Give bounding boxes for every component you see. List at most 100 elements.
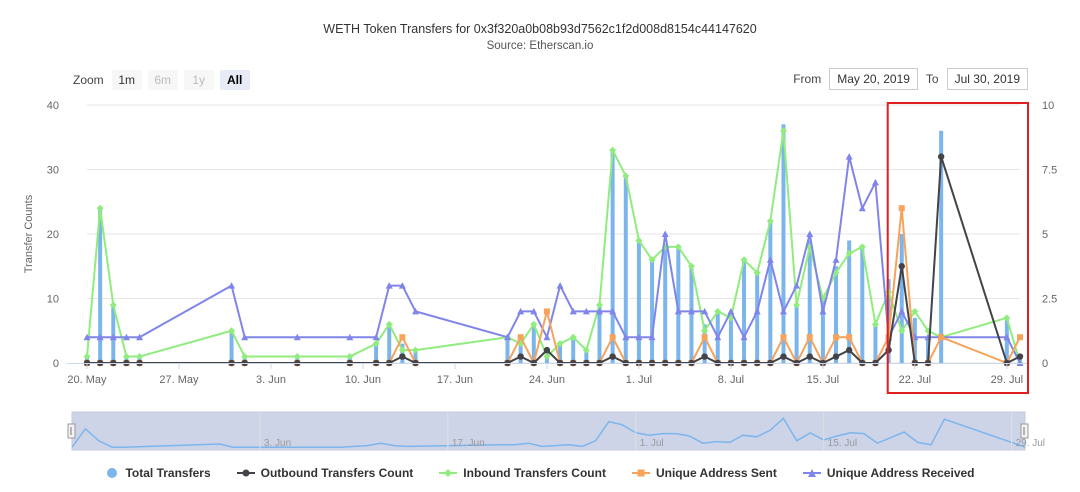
chart-subtitle: Source: Etherscan.io: [486, 40, 594, 52]
point-unique-received: [504, 333, 512, 341]
point-unique-sent: [938, 334, 945, 341]
point-unique-sent: [833, 334, 840, 341]
bar-total-transfers: [98, 208, 103, 363]
legend-label: Outbound Transfers Count: [260, 466, 414, 480]
y2-tick-label: 5: [1042, 229, 1048, 241]
bar-total-transfers: [860, 246, 865, 363]
point-unique-sent: [399, 334, 406, 341]
from-label: From: [793, 72, 822, 86]
point-unique-received: [109, 333, 117, 341]
x-tick-label: 27. May: [159, 374, 199, 386]
point-inbound: [595, 301, 603, 309]
bar-total-transfers: [702, 324, 707, 363]
x-tick-label: 20. May: [67, 374, 107, 386]
navigator-right-handle[interactable]: [1020, 423, 1029, 439]
zoom-1m-button[interactable]: 1m: [111, 70, 142, 90]
point-unique-received: [293, 333, 301, 341]
legend-label: Inbound Transfers Count: [463, 466, 606, 480]
bar-total-transfers: [873, 324, 878, 363]
navigator-tick-label: 3. Jun: [264, 438, 291, 449]
y2-tick-label: 10: [1042, 100, 1054, 112]
to-date-input[interactable]: Jul 30, 2019: [946, 68, 1028, 90]
navigator-tick-label: 15. Jul: [828, 438, 857, 449]
legend-label: Unique Address Received: [826, 466, 975, 480]
point-unique-received: [819, 307, 827, 315]
point-unique-received: [871, 178, 879, 186]
point-inbound: [556, 340, 564, 348]
point-unique-received: [595, 307, 603, 315]
point-unique-received: [372, 333, 380, 341]
bar-total-transfers: [794, 304, 799, 363]
bar-total-transfers: [847, 240, 852, 363]
legend-outbound[interactable]: Outbound Transfers Count: [236, 466, 414, 480]
point-inbound: [779, 127, 787, 135]
bar-total-transfers: [413, 350, 418, 363]
point-unique-sent: [609, 334, 616, 341]
point-outbound: [832, 353, 840, 360]
point-unique-received: [122, 333, 130, 341]
navigator-tick-label: 1. Jul: [640, 438, 664, 449]
point-inbound: [530, 320, 538, 328]
point-inbound: [385, 320, 393, 328]
point-inbound: [398, 346, 406, 354]
point-outbound: [898, 263, 905, 270]
legend-unique-received[interactable]: Unique Address Received: [802, 466, 975, 480]
point-unique-received: [517, 307, 525, 315]
point-inbound: [622, 172, 630, 180]
point-outbound: [806, 353, 813, 360]
bar-total-transfers: [728, 317, 733, 363]
y-axis-right: 0 2.5 5 7.5 10: [1042, 100, 1057, 370]
line-marker-icon: [802, 469, 821, 477]
zoom-all-button[interactable]: All: [219, 70, 250, 90]
point-unique-received: [845, 153, 853, 160]
navigator-left-handle[interactable]: [67, 423, 76, 439]
legend-label: Unique Address Sent: [655, 466, 777, 480]
point-unique-received: [740, 333, 748, 341]
x-tick-label: 22. Jul: [899, 374, 931, 386]
navigator-tick-label: 17. Jun: [452, 438, 485, 449]
point-unique-received: [635, 333, 643, 341]
bar-total-transfers: [768, 221, 773, 363]
zoom-1y-button[interactable]: 1y: [183, 70, 214, 90]
point-inbound: [701, 327, 709, 335]
legend-total-transfers[interactable]: Total Transfers: [105, 466, 211, 480]
point-inbound: [740, 256, 748, 264]
x-axis: 20. May 27. May 3. Jun 10. Jun 17. Jun 24. Ju…: [67, 363, 1030, 386]
bar-total-transfers: [912, 317, 917, 363]
point-unique-received: [727, 307, 735, 315]
point-outbound: [543, 346, 551, 354]
point-unique-received: [96, 333, 104, 341]
point-unique-received: [136, 333, 144, 341]
point-unique-received: [674, 307, 682, 315]
bar-total-transfers: [820, 298, 825, 363]
bar-total-transfers: [623, 175, 628, 363]
navigator-range-mask: [71, 411, 1026, 451]
y-tick-label: 40: [47, 100, 59, 112]
point-unique-received: [898, 307, 906, 315]
point-inbound: [858, 243, 866, 251]
point-unique-received: [1003, 333, 1011, 341]
bar-total-transfers: [518, 337, 523, 363]
point-unique-received: [346, 333, 354, 341]
point-unique-received: [714, 333, 722, 341]
zoom-6m-button[interactable]: 6m: [147, 70, 178, 90]
bar-total-transfers: [689, 266, 694, 363]
chart-title: WETH Token Transfers for 0x3f320a0b08b93…: [323, 22, 757, 36]
bar-total-transfers: [755, 272, 760, 363]
point-unique-sent: [780, 334, 787, 341]
to-label: To: [925, 72, 939, 86]
point-inbound: [609, 146, 617, 154]
point-inbound: [714, 307, 722, 315]
y-tick-label: 20: [47, 229, 59, 241]
navigator[interactable]: 3. Jun 17. Jun 1. Jul 15. Jul 29. Jul: [67, 411, 1045, 451]
bar-total-transfers: [584, 350, 589, 363]
y-axis-title: Transfer Counts: [23, 194, 35, 273]
y2-tick-label: 7.5: [1042, 165, 1057, 177]
point-inbound: [543, 353, 551, 361]
point-unique-sent: [543, 308, 550, 315]
from-date-input[interactable]: May 20, 2019: [829, 68, 918, 90]
legend-unique-sent[interactable]: Unique Address Sent: [631, 466, 777, 480]
point-inbound: [845, 249, 853, 257]
legend-inbound[interactable]: Inbound Transfers Count: [439, 466, 606, 480]
